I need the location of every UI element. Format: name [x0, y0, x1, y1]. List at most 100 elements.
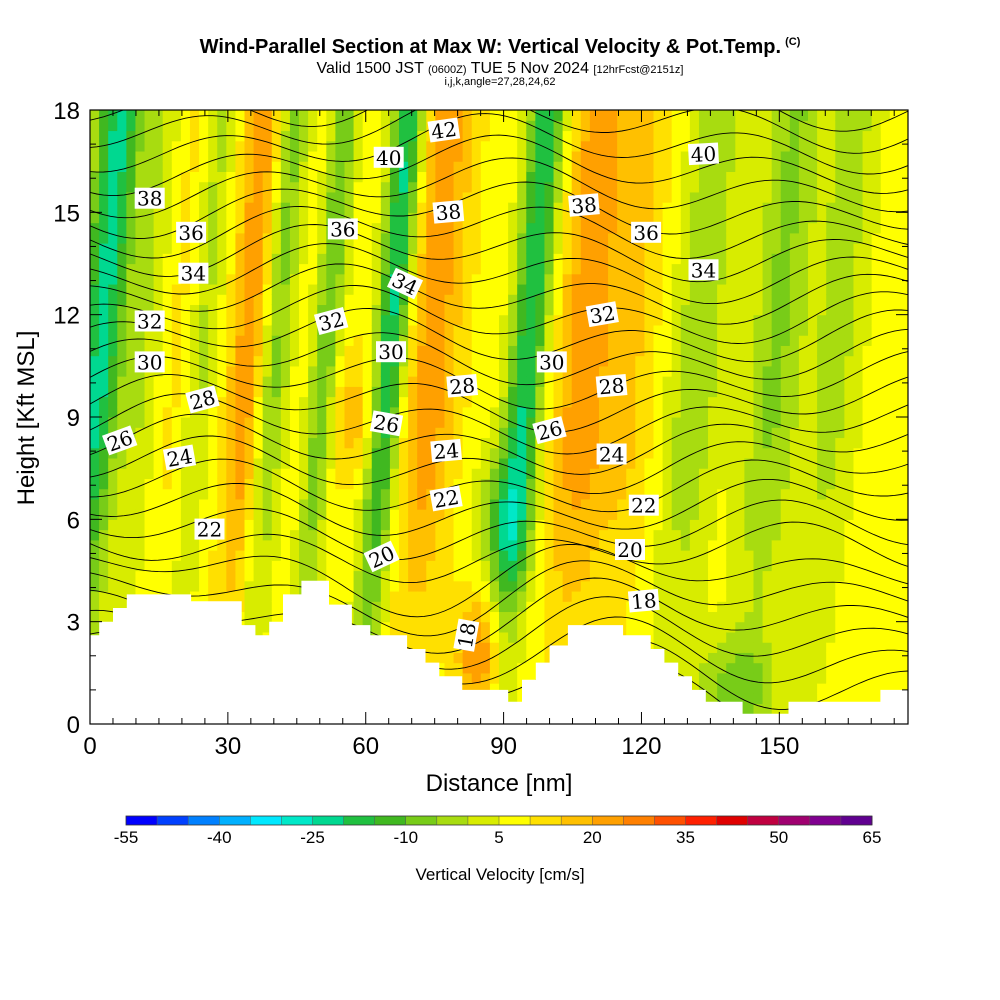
w-cell [535, 560, 546, 572]
w-cell [426, 498, 436, 510]
w-cell [771, 273, 782, 285]
w-cell [117, 181, 127, 193]
w-cell [426, 232, 436, 244]
w-cell [562, 478, 573, 490]
w-cell [835, 345, 845, 357]
w-cell [189, 447, 200, 459]
w-cell [735, 560, 745, 572]
w-cell [380, 519, 391, 531]
w-cell [598, 550, 609, 561]
w-cell [835, 529, 845, 541]
w-cell [99, 273, 109, 285]
w-cell [362, 314, 373, 326]
w-cell [535, 621, 546, 633]
w-cell [326, 150, 336, 162]
w-cell [717, 150, 727, 162]
w-cell [199, 181, 209, 193]
w-cell [226, 243, 237, 254]
w-cell [380, 498, 391, 510]
w-cell [553, 335, 564, 346]
w-cell [371, 601, 382, 613]
w-cell [826, 222, 836, 234]
w-cell [753, 642, 764, 653]
w-cell [808, 212, 818, 224]
w-cell [171, 212, 182, 224]
w-cell [562, 110, 573, 121]
w-cell [835, 263, 845, 275]
w-cell [744, 509, 755, 520]
w-cell [380, 488, 391, 500]
w-cell [562, 601, 573, 613]
w-cell [399, 171, 409, 183]
w-cell [435, 590, 446, 602]
w-cell [399, 396, 409, 408]
w-cell [371, 283, 382, 295]
w-cell [153, 488, 164, 500]
w-cell [108, 417, 118, 428]
w-cell [708, 253, 718, 265]
w-cell [353, 212, 364, 224]
w-cell [299, 550, 309, 561]
w-cell [162, 570, 173, 582]
w-cell [726, 631, 736, 643]
w-cell [389, 140, 400, 152]
w-cell [344, 590, 355, 602]
w-cell [426, 580, 436, 592]
w-cell [399, 222, 409, 234]
w-cell [253, 212, 264, 224]
w-cell [735, 631, 745, 643]
w-cell [626, 243, 636, 254]
w-cell [808, 243, 818, 254]
w-cell [117, 110, 127, 121]
w-cell [480, 519, 491, 531]
w-cell [389, 314, 400, 326]
w-cell [253, 570, 264, 582]
w-cell [817, 560, 827, 572]
w-cell [217, 191, 227, 203]
w-cell [489, 140, 500, 152]
w-cell [698, 283, 709, 295]
w-cell [426, 191, 436, 203]
w-cell [444, 560, 455, 572]
w-cell [671, 181, 682, 193]
w-cell [571, 120, 582, 132]
w-cell [271, 345, 282, 357]
w-cell [826, 110, 836, 121]
w-cell [726, 539, 736, 551]
w-cell [553, 222, 564, 234]
w-cell [708, 232, 718, 244]
w-cell [780, 345, 791, 357]
w-cell [144, 150, 155, 162]
w-cell [598, 437, 609, 449]
w-cell [726, 222, 736, 234]
w-cell [299, 529, 309, 541]
w-cell [589, 212, 600, 224]
w-cell [817, 580, 827, 592]
w-cell [708, 212, 718, 224]
w-cell [362, 161, 373, 172]
w-cell [126, 110, 137, 121]
w-cell [662, 222, 673, 234]
w-cell [317, 294, 327, 306]
w-cell [635, 110, 646, 121]
w-cell [280, 427, 291, 439]
w-cell [717, 171, 727, 183]
w-cell [817, 324, 827, 336]
w-cell [317, 171, 327, 183]
w-cell [662, 294, 673, 306]
w-cell [835, 672, 845, 684]
w-cell [126, 120, 137, 132]
w-cell [553, 130, 564, 142]
w-cell [744, 273, 755, 285]
w-cell [171, 560, 182, 572]
w-cell [499, 652, 509, 664]
w-cell [99, 560, 109, 572]
w-cell [571, 222, 582, 234]
w-cell [644, 171, 655, 183]
w-cell [562, 140, 573, 152]
w-cell [535, 642, 546, 653]
w-cell [598, 202, 609, 213]
w-cell [453, 222, 464, 234]
w-cell [499, 683, 509, 694]
w-cell [526, 150, 536, 162]
